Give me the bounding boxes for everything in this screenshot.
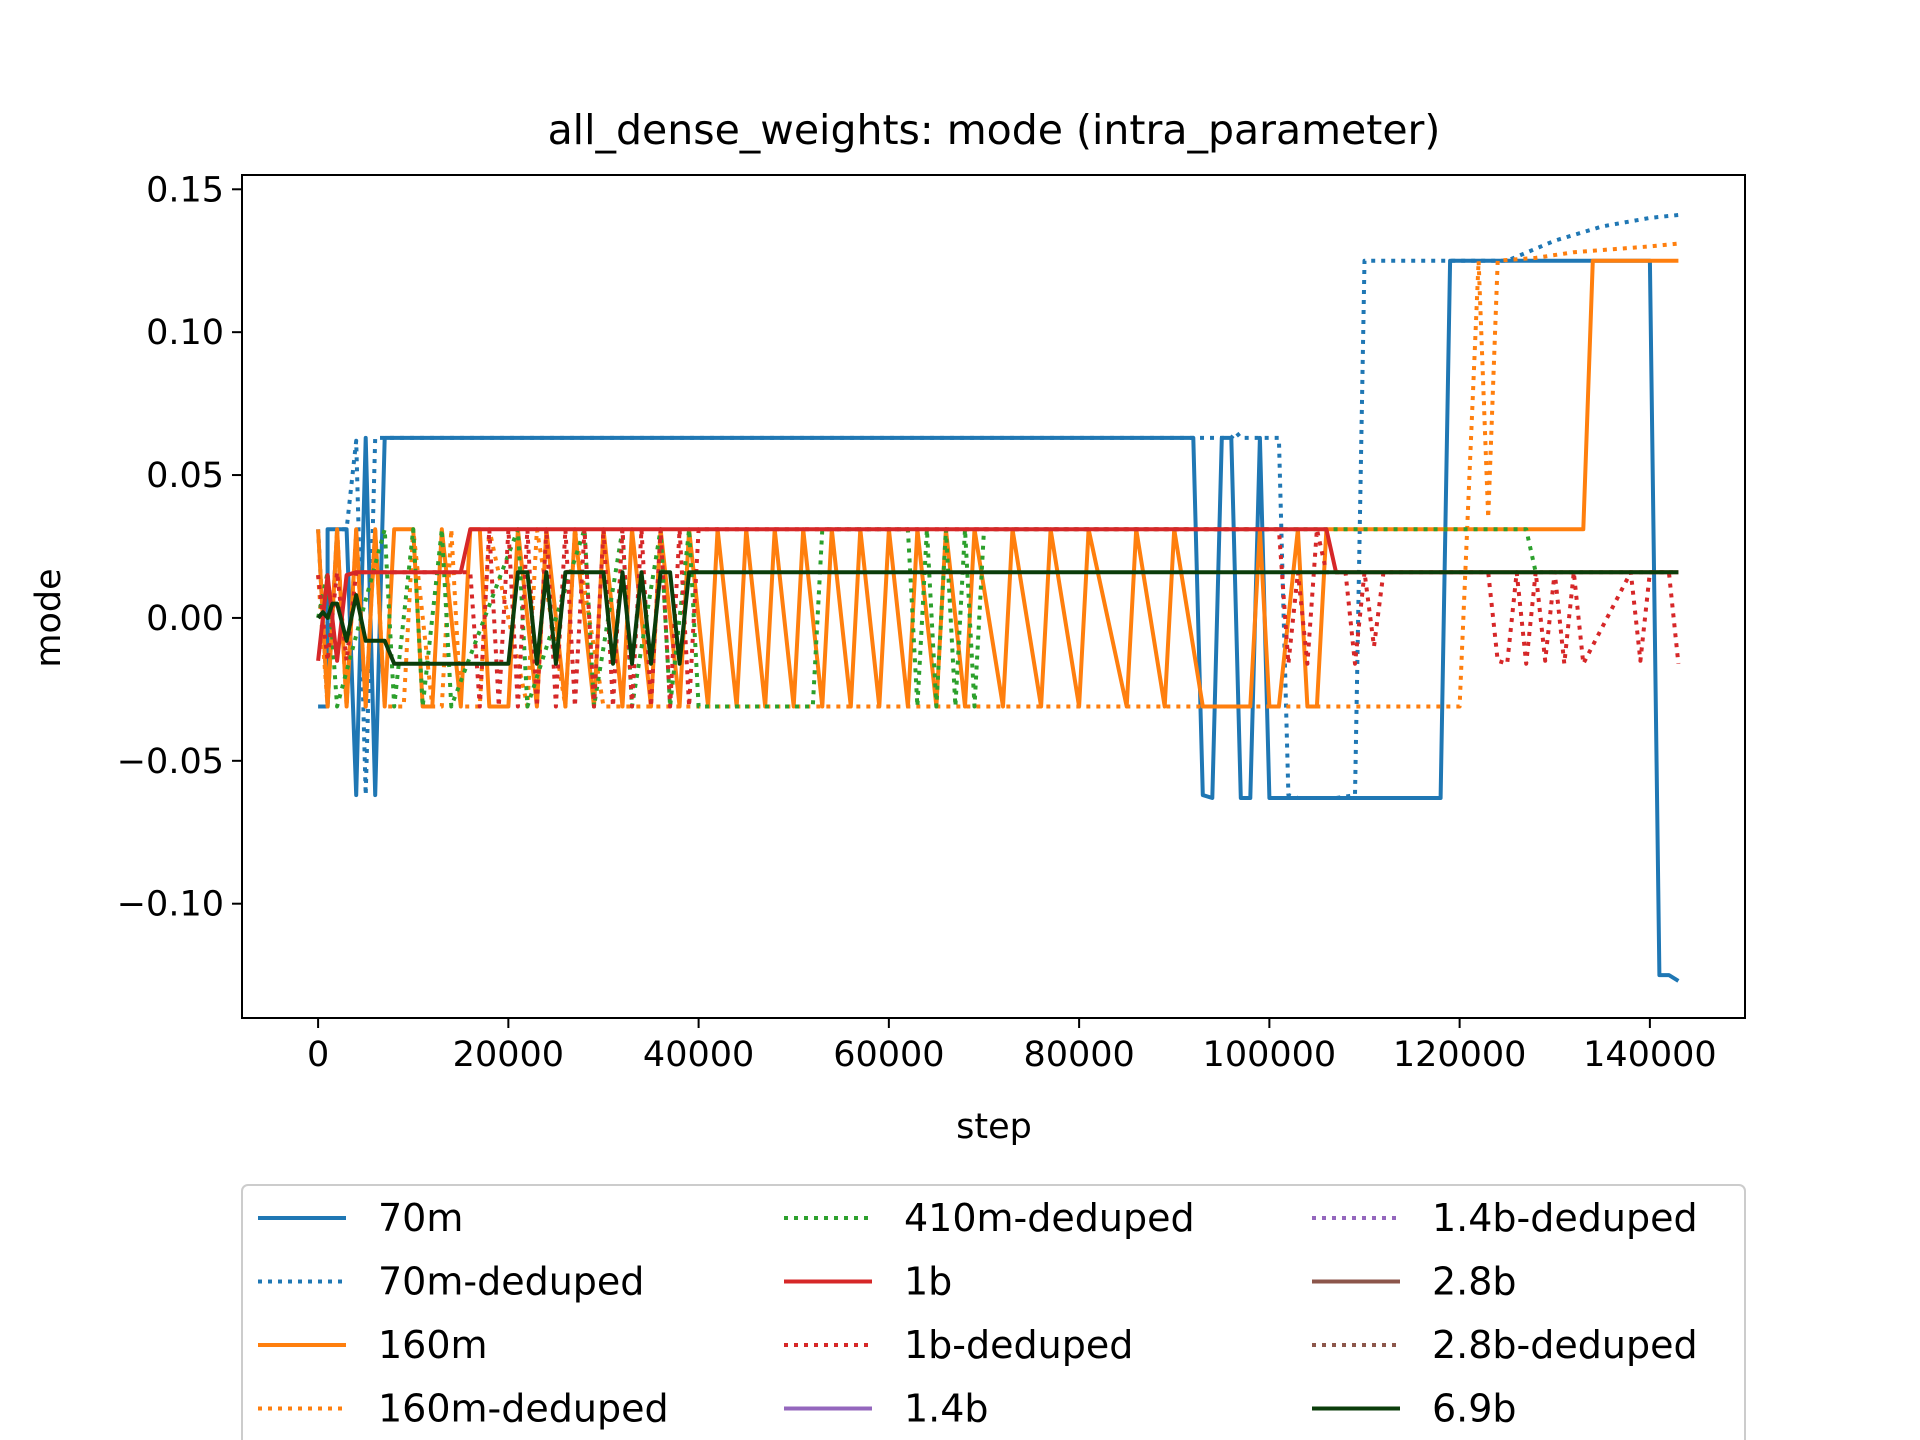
y-tick-label: −0.10 bbox=[117, 885, 224, 925]
legend-label: 6.9b bbox=[1432, 1387, 1517, 1431]
x-axis-label: step bbox=[956, 1107, 1032, 1147]
legend-item-70m: 70m bbox=[258, 1196, 463, 1240]
x-tick-label: 40000 bbox=[643, 1035, 754, 1075]
series-line-1b-deduped bbox=[316, 527, 1681, 709]
y-tick-label: 0.05 bbox=[146, 456, 224, 496]
series-line-70m-deduped bbox=[316, 213, 1679, 800]
legend-label: 160m bbox=[378, 1323, 488, 1367]
x-tick-label: 140000 bbox=[1583, 1035, 1717, 1075]
y-tick-label: −0.05 bbox=[117, 742, 224, 782]
x-tick-label: 80000 bbox=[1023, 1035, 1134, 1075]
legend-item-1-4b-deduped: 1.4b-deduped bbox=[1312, 1196, 1698, 1240]
legend-items: 70m 70m-deduped 160m 160m-deduped 410m-dedup… bbox=[258, 1196, 1698, 1431]
y-tick-label: 0.15 bbox=[146, 170, 224, 210]
legend-label: 2.8b-deduped bbox=[1432, 1323, 1698, 1367]
legend-label: 1.4b-deduped bbox=[1432, 1196, 1698, 1240]
x-tick-label: 100000 bbox=[1203, 1035, 1337, 1075]
legend-label: 410m-deduped bbox=[904, 1196, 1195, 1240]
y-tick-label: 0.10 bbox=[146, 313, 224, 353]
legend-label: 70m-deduped bbox=[378, 1260, 644, 1304]
legend-label: 2.8b bbox=[1432, 1260, 1517, 1304]
y-axis-ticks: 0.15 0.10 0.05 0.00 −0.05 −0.10 bbox=[117, 170, 242, 925]
x-tick-label: 20000 bbox=[453, 1035, 564, 1075]
legend-item-410m-deduped: 410m-deduped bbox=[784, 1196, 1195, 1240]
legend: 70m 70m-deduped 160m 160m-deduped 410m-dedup… bbox=[241, 1184, 1746, 1440]
legend-item-1b: 1b bbox=[784, 1260, 952, 1304]
legend-item-2-8b: 2.8b bbox=[1312, 1260, 1517, 1304]
legend-item-2-8b-deduped: 2.8b-deduped bbox=[1312, 1323, 1698, 1367]
plot-lines bbox=[316, 213, 1681, 983]
legend-item-1-4b: 1.4b bbox=[784, 1387, 989, 1431]
series-line-70m bbox=[318, 258, 1680, 983]
legend-label: 1b-deduped bbox=[904, 1323, 1133, 1367]
legend-frame bbox=[241, 1184, 1746, 1440]
y-tick-label: 0.00 bbox=[146, 599, 224, 639]
x-axis-ticks: 0 20000 40000 60000 80000 100000 120000 140000 bbox=[307, 1018, 1717, 1075]
x-tick-label: 0 bbox=[307, 1035, 329, 1075]
axes-frame bbox=[241, 174, 1746, 1019]
x-tick-label: 60000 bbox=[833, 1035, 944, 1075]
legend-label: 1.4b bbox=[904, 1387, 989, 1431]
legend-item-160m: 160m bbox=[258, 1323, 488, 1367]
legend-item-1b-deduped: 1b-deduped bbox=[784, 1323, 1133, 1367]
legend-item-70m-deduped: 70m-deduped bbox=[258, 1260, 644, 1304]
series-line-6-9b bbox=[316, 570, 1679, 666]
y-axis-label: mode bbox=[29, 568, 69, 667]
legend-item-160m-deduped: 160m-deduped bbox=[258, 1387, 669, 1431]
x-tick-label: 120000 bbox=[1393, 1035, 1527, 1075]
series-line-1b bbox=[316, 527, 1679, 663]
legend-label: 160m-deduped bbox=[378, 1387, 669, 1431]
chart-title: all_dense_weights: mode (intra_parameter… bbox=[548, 106, 1441, 154]
legend-label: 1b bbox=[904, 1260, 952, 1304]
legend-item-6-9b: 6.9b bbox=[1312, 1387, 1517, 1431]
legend-label: 70m bbox=[378, 1196, 463, 1240]
